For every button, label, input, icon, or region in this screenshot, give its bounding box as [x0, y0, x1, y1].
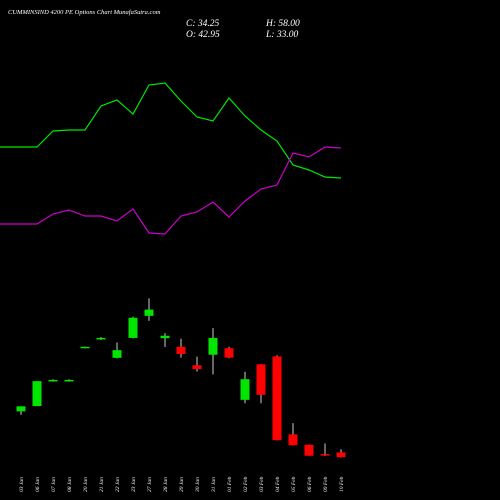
candle [336, 449, 346, 458]
x-axis-ticks: 03 Jan 06 Jan 07 Jan 08 Jan 20 Jan 21 Jan 22 J… [19, 476, 345, 493]
candle [272, 355, 282, 441]
x-tick-label: 02 Feb [243, 476, 249, 492]
candle-body [48, 379, 58, 382]
x-tick-label: 29 Jan [179, 477, 185, 492]
x-tick-label: 23 Jan [131, 477, 137, 492]
candle-body [64, 379, 74, 382]
candle [176, 338, 186, 358]
close-value: C: 34.25 [186, 19, 220, 29]
high-value: H: 58.00 [265, 19, 300, 29]
indicator-line-2 [0, 146, 342, 235]
candle-body [272, 356, 282, 441]
candle-body [192, 365, 202, 370]
open-value: O: 42.95 [186, 30, 220, 40]
candle [112, 342, 122, 359]
candle [288, 423, 298, 446]
x-tick-label: 01 Feb [227, 476, 233, 492]
candle [208, 328, 218, 375]
x-tick-label: 30 Jan [195, 477, 201, 493]
x-tick-label: 03 Jan [19, 477, 25, 492]
x-tick-label: 04 Feb [274, 476, 281, 492]
candle [192, 356, 202, 372]
indicator-line-1 [0, 82, 342, 179]
x-tick-label: 06 Jan [35, 477, 41, 492]
candle [240, 371, 250, 404]
candle-body [144, 309, 154, 316]
candle-body [240, 379, 250, 400]
candle-body [16, 406, 26, 412]
x-tick-label: 07 Jan [51, 477, 57, 492]
low-value: L: 33.00 [265, 30, 298, 40]
candle-body [256, 364, 266, 395]
chart-title: CUMMINSIND 4200 PE Options Chart MunafaS… [8, 9, 161, 16]
x-tick-label: 27 Jan [147, 477, 153, 492]
candle-body [80, 346, 90, 349]
candle [144, 298, 154, 321]
candle [256, 364, 266, 404]
candle [32, 381, 42, 407]
candle-body [208, 337, 218, 355]
candle [48, 379, 58, 382]
candle [16, 406, 26, 415]
candle [304, 444, 314, 456]
candle-body [176, 346, 186, 354]
x-tick-label: 08 Jan [67, 477, 73, 492]
x-tick-label: 22 Jan [115, 477, 121, 492]
x-tick-label: 03 Feb [259, 476, 265, 492]
indicator-lines [0, 82, 342, 235]
x-tick-label: 06 Feb [307, 476, 313, 492]
candles [16, 298, 346, 458]
candle-body [96, 337, 106, 340]
x-tick-label: 31 Jan [211, 477, 217, 493]
x-tick-label: 05 Feb [291, 476, 297, 492]
candle-body [112, 350, 122, 358]
candle-body [32, 381, 42, 407]
x-tick-label: 09 Feb [323, 476, 329, 492]
candle [320, 443, 330, 456]
candle [64, 379, 74, 382]
candle [160, 333, 170, 348]
candle-body [224, 348, 234, 358]
candle-body [160, 335, 170, 339]
candle-body [288, 434, 298, 446]
x-tick-label: 28 Jan [163, 477, 169, 492]
x-tick-label: 20 Jan [83, 477, 89, 492]
candle-body [128, 317, 138, 338]
candle-body [320, 454, 330, 456]
candle [80, 346, 90, 349]
candle [128, 316, 138, 339]
x-tick-label: 21 Jan [99, 477, 105, 492]
x-tick-label: 10 Feb [339, 476, 345, 492]
candle [96, 336, 106, 340]
candle-body [304, 444, 314, 456]
candle-body [336, 452, 346, 458]
candle [224, 346, 234, 359]
